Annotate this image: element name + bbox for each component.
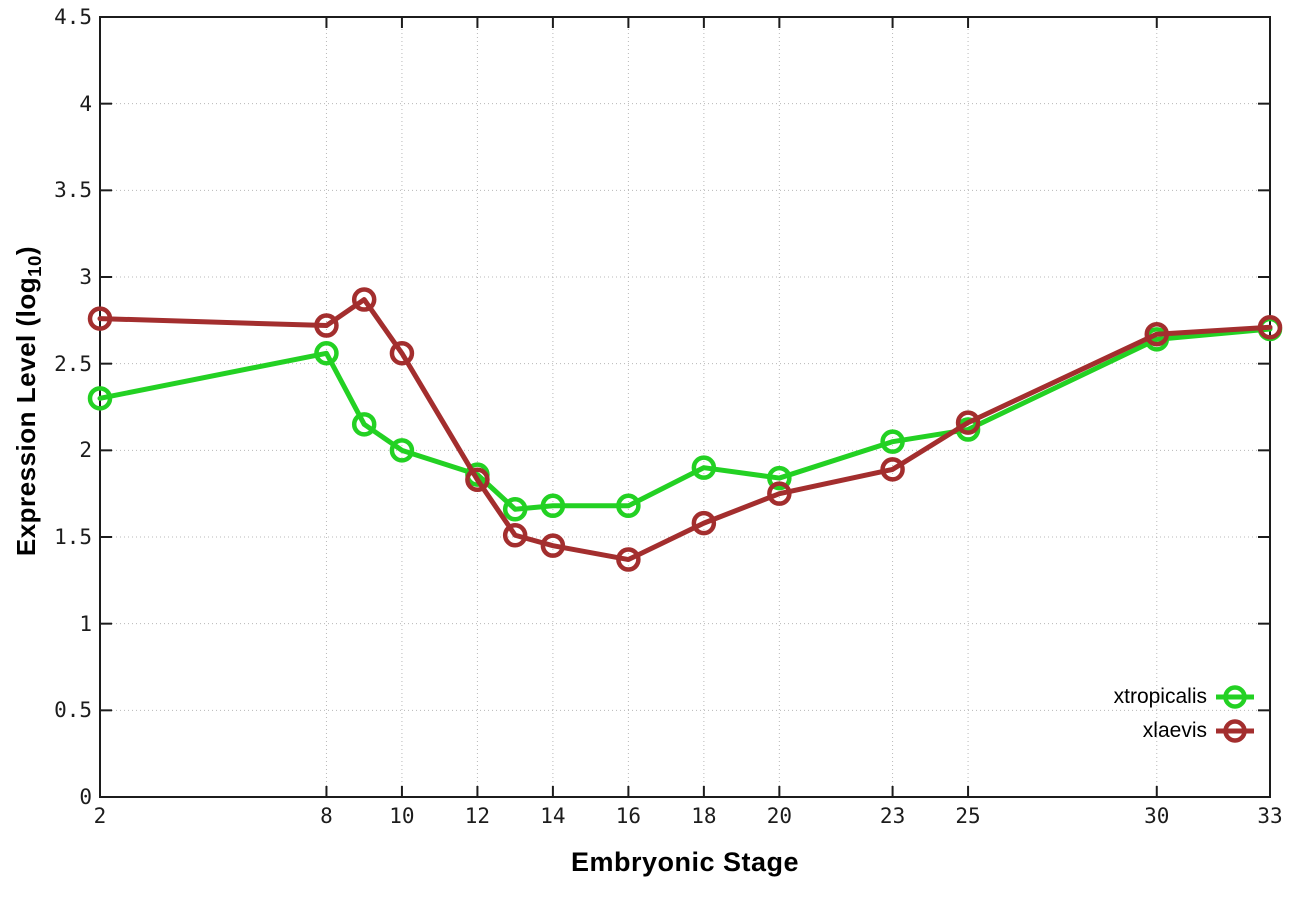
data-point-xtropicalis-stage-18 <box>691 455 717 480</box>
x-tick-label: 30 <box>1144 804 1170 828</box>
data-point-xtropicalis-stage-20 <box>767 465 792 491</box>
x-tick-label: 10 <box>389 804 415 828</box>
legend-label: xlaevis <box>1142 719 1207 742</box>
series-line-xtropicalis <box>97 326 1273 512</box>
y-tick-label: 1 <box>79 611 92 636</box>
data-point-xtropicalis-stage-23 <box>880 429 905 454</box>
data-point-xlaevis-stage-8 <box>314 313 339 338</box>
data-point-xlaevis-stage-13 <box>502 523 528 548</box>
data-point-xlaevis-stage-16 <box>616 547 641 572</box>
plot-border <box>99 16 1271 798</box>
x-tick-label: 12 <box>464 804 491 828</box>
x-tick-label: 25 <box>955 804 981 828</box>
y-tick-label: 4 <box>79 91 92 116</box>
x-tick-label: 18 <box>691 804 717 828</box>
data-point-xlaevis-stage-9 <box>351 287 377 312</box>
data-point-xlaevis-stage-14 <box>540 533 566 558</box>
x-tick-label: 14 <box>540 804 566 828</box>
data-point-xtropicalis-stage-16 <box>616 493 641 519</box>
data-point-xlaevis-stage-12 <box>465 467 490 493</box>
data-point-xlaevis-stage-10 <box>389 341 415 366</box>
x-tick-label: 8 <box>320 804 333 828</box>
y-tick-label: 4.5 <box>54 5 92 29</box>
x-tick-label: 33 <box>1257 804 1283 828</box>
data-point-xtropicalis-stage-10 <box>389 438 415 463</box>
legend-entry-xtropicalis: xtropicalis <box>1114 683 1254 711</box>
data-point-xlaevis-stage-33 <box>1257 315 1283 340</box>
y-tick-label: 3.5 <box>54 178 92 203</box>
legend-label: xtropicalis <box>1113 685 1207 708</box>
data-point-xlaevis-stage-18 <box>691 510 717 536</box>
series-xtropicalis <box>87 316 1283 522</box>
y-axis-title-suffix: ) <box>11 245 41 256</box>
data-point-xlaevis-stage-30 <box>1144 321 1170 347</box>
x-tick-label: 2 <box>93 804 107 828</box>
series-xlaevis <box>87 287 1283 572</box>
data-point-xtropicalis-stage-14 <box>540 493 566 519</box>
y-axis-title-text: Expression Level (log <box>11 276 41 557</box>
data-point-xlaevis-stage-23 <box>880 457 905 482</box>
data-point-xtropicalis-stage-2 <box>87 386 113 411</box>
data-point-xtropicalis-stage-8 <box>314 341 339 366</box>
data-point-xlaevis-stage-20 <box>767 481 792 506</box>
axis-ticks <box>99 16 1271 798</box>
series-line-xlaevis <box>97 297 1273 563</box>
y-tick-label: 0 <box>79 785 92 809</box>
legend-entry-xlaevis: xlaevis <box>1143 717 1254 745</box>
legend-marker-xtropicalis-icon <box>1216 685 1254 709</box>
legend-marker-xlaevis-icon <box>1216 719 1254 743</box>
data-point-xtropicalis-stage-13 <box>502 497 528 522</box>
y-tick-label: 2.5 <box>54 351 92 376</box>
y-tick-label: 2 <box>79 438 92 463</box>
y-axis-title: Expression Level (log10) <box>11 196 45 606</box>
y-axis-title-subscript: 10 <box>24 255 46 277</box>
x-axis-title: Embryonic Stage <box>570 847 800 877</box>
data-point-xlaevis-stage-2 <box>87 306 113 331</box>
y-tick-label: 0.5 <box>54 698 92 723</box>
y-tick-label: 1.5 <box>54 525 92 549</box>
y-tick-label: 3 <box>79 265 92 289</box>
x-tick-label: 23 <box>879 804 906 828</box>
x-tick-label: 16 <box>615 804 642 828</box>
data-point-xlaevis-stage-25 <box>955 410 981 435</box>
data-point-xtropicalis-stage-9 <box>351 412 377 437</box>
x-tick-label: 20 <box>766 804 792 828</box>
gridlines <box>100 17 1270 797</box>
